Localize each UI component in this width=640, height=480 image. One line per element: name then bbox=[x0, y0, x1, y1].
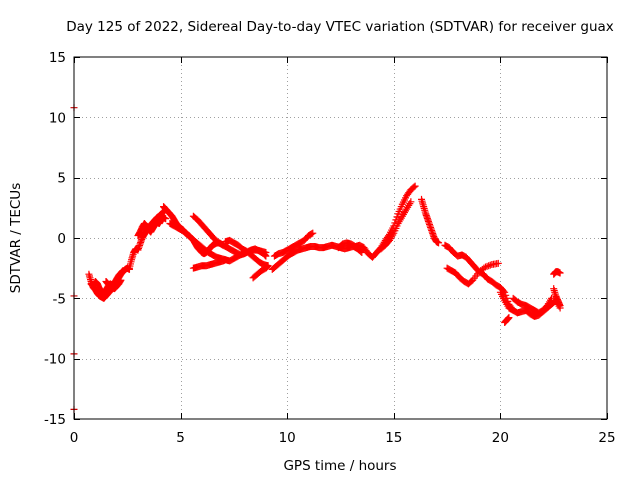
data-point bbox=[209, 233, 217, 241]
x-tick-label: 25 bbox=[598, 430, 615, 446]
data-point bbox=[136, 242, 144, 250]
data-point bbox=[419, 201, 427, 209]
data-point bbox=[486, 261, 494, 269]
data-point bbox=[434, 239, 442, 247]
y-tick-label: 10 bbox=[49, 110, 66, 126]
data-point bbox=[393, 213, 401, 221]
x-tick-label: 10 bbox=[279, 430, 296, 446]
data-point bbox=[551, 290, 559, 298]
data-point bbox=[292, 247, 300, 255]
data-point bbox=[504, 314, 512, 322]
data-point bbox=[421, 208, 429, 216]
data-point bbox=[393, 222, 401, 230]
data-point bbox=[196, 218, 204, 226]
data-point bbox=[116, 277, 124, 285]
data-point bbox=[447, 246, 455, 254]
data-point bbox=[261, 248, 269, 256]
data-point bbox=[273, 251, 281, 259]
data-point bbox=[469, 261, 477, 269]
y-tick-label: 15 bbox=[49, 50, 66, 66]
y-tick-label: -15 bbox=[44, 412, 66, 428]
chart-title: Day 125 of 2022, Sidereal Day-to-day VTE… bbox=[66, 19, 614, 35]
data-point bbox=[405, 189, 413, 197]
data-point bbox=[204, 228, 212, 236]
data-point bbox=[383, 239, 391, 247]
data-point bbox=[473, 270, 481, 278]
y-axis-label: SDTVAR / TECUs bbox=[8, 183, 24, 293]
data-point bbox=[362, 247, 370, 255]
data-point bbox=[402, 194, 410, 202]
data-point bbox=[454, 271, 462, 279]
data-point bbox=[302, 234, 310, 242]
data-point bbox=[402, 207, 410, 215]
data-point bbox=[481, 273, 489, 281]
data-points bbox=[70, 104, 564, 413]
data-point bbox=[200, 223, 208, 231]
data-point bbox=[410, 183, 418, 191]
data-point bbox=[467, 278, 475, 286]
x-tick-label: 15 bbox=[385, 430, 402, 446]
data-point bbox=[307, 230, 315, 238]
data-point bbox=[127, 258, 135, 266]
data-point bbox=[161, 214, 169, 222]
data-point bbox=[423, 214, 431, 222]
data-point bbox=[263, 262, 271, 270]
data-point bbox=[478, 265, 486, 273]
data-point bbox=[452, 250, 460, 258]
x-tick-label: 0 bbox=[70, 430, 79, 446]
data-point bbox=[389, 231, 397, 239]
grid-lines bbox=[74, 57, 607, 419]
data-point bbox=[483, 262, 491, 270]
axis-ticks: 0 5 10 15 20 25 -15 -10 -5 0 5 10 15 bbox=[44, 50, 616, 446]
data-point bbox=[464, 256, 472, 264]
data-point bbox=[541, 304, 549, 312]
data-point bbox=[371, 251, 379, 259]
data-point bbox=[409, 184, 417, 192]
data-point bbox=[119, 267, 127, 275]
y-tick-label: -10 bbox=[44, 352, 66, 368]
data-point bbox=[366, 251, 374, 259]
data-point bbox=[192, 214, 200, 222]
data-point bbox=[556, 269, 564, 277]
data-point bbox=[308, 230, 316, 238]
y-tick-label: 5 bbox=[57, 171, 66, 187]
y-tick-label: -5 bbox=[53, 291, 66, 307]
x-tick-label: 5 bbox=[176, 430, 185, 446]
y-tick-label: 0 bbox=[57, 231, 66, 247]
data-point bbox=[500, 295, 508, 303]
data-point bbox=[516, 299, 524, 307]
data-point bbox=[221, 256, 229, 264]
data-point bbox=[258, 259, 266, 267]
data-point bbox=[397, 214, 405, 222]
data-point bbox=[426, 220, 434, 228]
data-point bbox=[493, 260, 501, 268]
x-axis-label: GPS time / hours bbox=[283, 458, 396, 474]
data-point bbox=[428, 226, 436, 234]
data-point bbox=[547, 296, 555, 304]
data-point bbox=[211, 252, 219, 260]
data-point bbox=[406, 200, 414, 208]
plot-frame bbox=[73, 56, 608, 420]
data-point bbox=[556, 300, 564, 308]
data-point bbox=[379, 243, 387, 251]
data-point bbox=[397, 203, 405, 211]
x-tick-label: 20 bbox=[492, 430, 509, 446]
data-point bbox=[485, 262, 493, 270]
